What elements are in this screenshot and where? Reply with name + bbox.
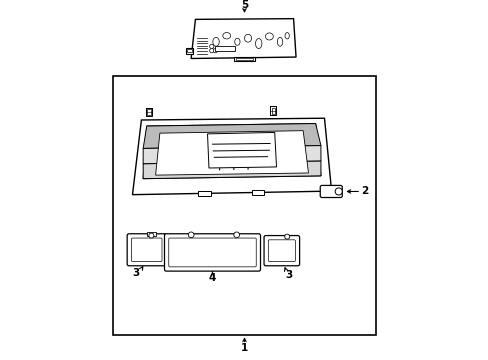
Bar	[251, 190, 264, 195]
Polygon shape	[143, 145, 320, 164]
FancyBboxPatch shape	[264, 235, 299, 266]
Polygon shape	[233, 57, 255, 61]
Ellipse shape	[244, 34, 251, 42]
Bar	[146, 232, 155, 236]
Circle shape	[188, 232, 194, 238]
Polygon shape	[143, 123, 320, 148]
Polygon shape	[191, 19, 295, 58]
Circle shape	[209, 49, 213, 53]
Bar	[198, 191, 210, 196]
FancyBboxPatch shape	[168, 238, 256, 267]
FancyBboxPatch shape	[127, 234, 166, 266]
Text: 4: 4	[208, 273, 216, 283]
Text: 2: 2	[360, 186, 367, 197]
Text: 5: 5	[241, 0, 247, 10]
Ellipse shape	[234, 38, 240, 45]
Ellipse shape	[285, 32, 289, 39]
Polygon shape	[185, 48, 193, 54]
Ellipse shape	[265, 33, 273, 40]
Circle shape	[213, 49, 217, 53]
Circle shape	[334, 188, 342, 195]
Ellipse shape	[223, 32, 230, 39]
FancyBboxPatch shape	[320, 185, 342, 198]
Polygon shape	[207, 132, 276, 168]
Text: 3: 3	[132, 268, 140, 278]
Polygon shape	[186, 49, 191, 53]
Bar	[215, 46, 234, 51]
Text: 3: 3	[285, 270, 292, 280]
Polygon shape	[145, 108, 152, 116]
FancyBboxPatch shape	[164, 234, 260, 271]
Polygon shape	[269, 107, 276, 115]
Circle shape	[209, 44, 213, 49]
Ellipse shape	[212, 37, 219, 46]
Ellipse shape	[255, 39, 262, 49]
Circle shape	[148, 233, 154, 238]
FancyBboxPatch shape	[268, 240, 295, 261]
Polygon shape	[236, 58, 252, 60]
Text: 1: 1	[241, 343, 247, 352]
Circle shape	[284, 234, 289, 239]
Polygon shape	[271, 108, 275, 114]
Circle shape	[233, 232, 239, 238]
Polygon shape	[132, 118, 331, 195]
Ellipse shape	[277, 37, 282, 46]
Polygon shape	[147, 109, 151, 115]
Polygon shape	[155, 131, 308, 175]
Bar	[113, 76, 375, 335]
Polygon shape	[143, 161, 320, 179]
FancyBboxPatch shape	[131, 238, 162, 261]
Polygon shape	[143, 123, 320, 179]
